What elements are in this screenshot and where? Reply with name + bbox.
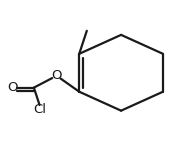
Text: Cl: Cl bbox=[33, 103, 46, 116]
Text: O: O bbox=[51, 69, 62, 82]
Text: O: O bbox=[7, 81, 17, 94]
